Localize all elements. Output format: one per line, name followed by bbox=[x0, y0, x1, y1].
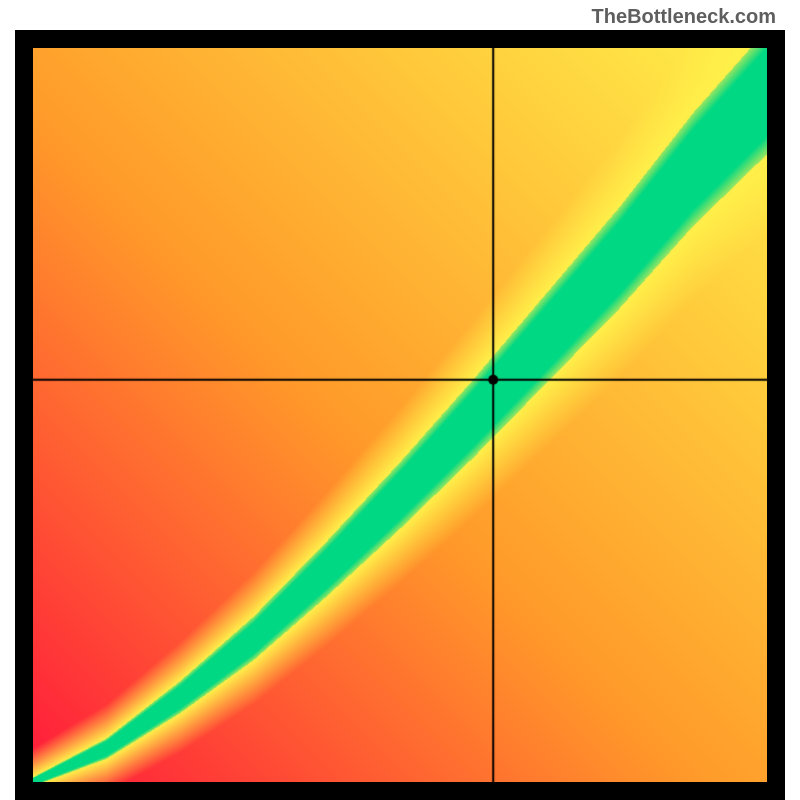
attribution-text: TheBottleneck.com bbox=[592, 6, 776, 29]
chart-container: TheBottleneck.com bbox=[0, 0, 800, 800]
chart-frame bbox=[15, 30, 785, 800]
heatmap-canvas bbox=[33, 48, 767, 782]
